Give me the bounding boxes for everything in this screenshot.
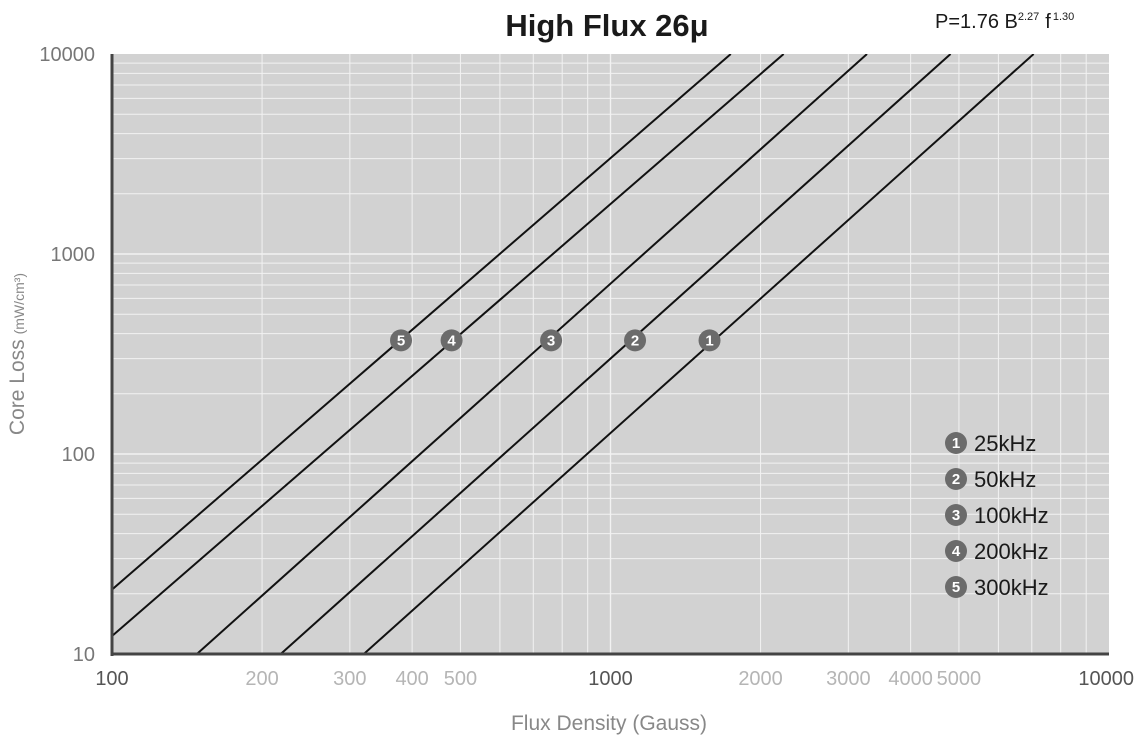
y-axis-label-unit: (mW/cm³) xyxy=(11,273,27,334)
legend-number: 1 xyxy=(952,435,960,452)
marker-number: 5 xyxy=(397,332,405,349)
marker-number: 4 xyxy=(447,332,456,349)
series-markers: 1 2 3 4 5 xyxy=(390,329,721,352)
legend-number: 5 xyxy=(952,579,960,596)
formula-f: f xyxy=(1045,11,1051,33)
legend-item-3: 3 100kHz xyxy=(945,503,1049,528)
formula-b-exponent: 2.27 xyxy=(1018,11,1039,23)
marker-number: 3 xyxy=(547,332,555,349)
x-tick-label: 1000 xyxy=(588,668,633,690)
y-tick-labels: 10 100 1000 10000 xyxy=(39,44,95,666)
legend-label: 25kHz xyxy=(974,431,1036,456)
x-tick-label: 2000 xyxy=(738,668,783,690)
x-tick-label: 4000 xyxy=(888,668,933,690)
marker-number: 1 xyxy=(705,332,713,349)
series-line-2 xyxy=(280,54,952,654)
legend-number: 2 xyxy=(952,471,960,488)
chart-title: High Flux 26μ xyxy=(505,8,708,43)
series-line-1 xyxy=(363,54,1035,654)
formula: P=1.76 B2.27 f 1.30 xyxy=(935,11,1074,33)
legend-label: 100kHz xyxy=(974,503,1049,528)
y-tick-label: 10 xyxy=(73,644,95,666)
series-line-3 xyxy=(196,54,868,654)
legend-badge xyxy=(945,576,967,598)
series-marker-5: 5 xyxy=(390,329,413,352)
legend-number: 3 xyxy=(952,507,960,524)
marker-badge xyxy=(440,329,463,352)
marker-badge xyxy=(390,329,413,352)
series-marker-4: 4 xyxy=(440,329,463,352)
legend-label: 200kHz xyxy=(974,539,1049,564)
legend-item-2: 2 50kHz xyxy=(945,467,1036,492)
grid xyxy=(112,54,1109,654)
legend-badge xyxy=(945,432,967,454)
x-tick-label: 400 xyxy=(395,668,428,690)
legend-label: 50kHz xyxy=(974,467,1036,492)
x-tick-label: 3000 xyxy=(826,668,871,690)
marker-badge xyxy=(624,329,647,352)
x-tick-label: 300 xyxy=(333,668,366,690)
series-marker-3: 3 xyxy=(540,329,563,352)
x-tick-label: 5000 xyxy=(937,668,982,690)
x-tick-labels: 100 200 300 400 500 1000 2000 3000 4000 5000 10000 xyxy=(95,668,1134,690)
y-tick-label: 10000 xyxy=(39,44,95,66)
x-tick-label: 200 xyxy=(245,668,278,690)
legend-badge xyxy=(945,468,967,490)
formula-base: P=1.76 B xyxy=(935,11,1018,33)
x-axis-label: Flux Density (Gauss) xyxy=(511,712,707,735)
y-tick-label: 100 xyxy=(62,444,95,466)
series-line-5 xyxy=(112,54,732,591)
formula-f-exponent: 1.30 xyxy=(1053,11,1074,23)
y-axis-label: Core Loss (mW/cm³) xyxy=(6,273,29,435)
y-tick-label: 1000 xyxy=(51,244,96,266)
axes xyxy=(110,54,1109,656)
series-marker-1: 1 xyxy=(698,329,721,352)
legend-item-5: 5 300kHz xyxy=(945,575,1049,600)
y-axis-label-text: Core Loss xyxy=(6,339,29,435)
marker-number: 2 xyxy=(631,332,639,349)
legend-badge xyxy=(945,504,967,526)
legend-label: 300kHz xyxy=(974,575,1049,600)
legend-badge xyxy=(945,540,967,562)
x-tick-label: 10000 xyxy=(1078,668,1134,690)
legend-item-1: 1 25kHz xyxy=(945,431,1036,456)
legend-number: 4 xyxy=(952,543,961,560)
series-marker-2: 2 xyxy=(624,329,647,352)
x-tick-label: 500 xyxy=(444,668,477,690)
marker-badge xyxy=(540,329,563,352)
legend-item-4: 4 200kHz xyxy=(945,539,1049,564)
marker-badge xyxy=(698,329,721,352)
legend: 1 25kHz 2 50kHz 3 100kHz 4 200kHz 5 300kHz xyxy=(945,431,1049,600)
x-tick-label: 100 xyxy=(95,668,128,690)
